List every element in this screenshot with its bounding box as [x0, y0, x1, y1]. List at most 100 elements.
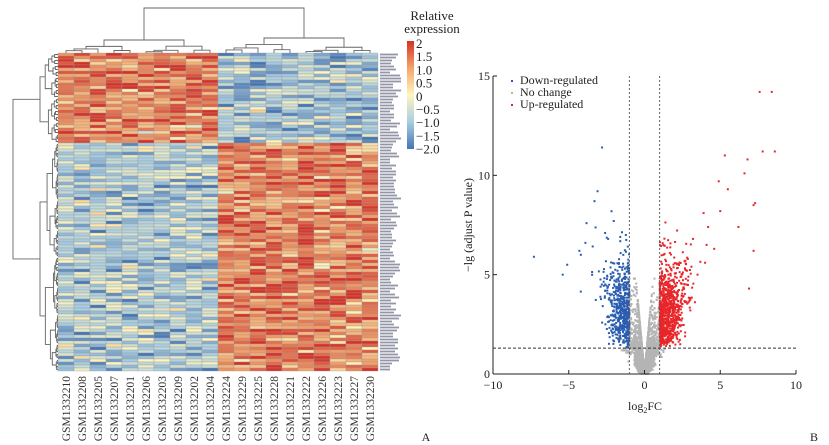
heatmap-cell [121, 355, 139, 360]
heatmap-cell [361, 232, 379, 237]
heatmap-cell [105, 121, 123, 126]
heatmap-cell [201, 142, 219, 147]
heatmap-cell [185, 262, 203, 267]
heatmap-cell [233, 73, 251, 78]
heatmap-cell [249, 85, 267, 90]
nochange-point [638, 355, 641, 358]
heatmap-cell [217, 61, 235, 66]
heatmap-cell [233, 250, 251, 255]
heatmap-cell [345, 127, 363, 132]
heatmap-cell [137, 172, 155, 177]
heatmap-cell [185, 205, 203, 210]
heatmap-cell [281, 208, 299, 213]
nochange-point [654, 317, 657, 320]
heatmap-cell [73, 145, 91, 150]
heatmap-cell [89, 247, 107, 252]
heatmap-cell [57, 112, 75, 117]
dendrogram-branch [56, 346, 58, 352]
heatmap-cell [153, 166, 171, 171]
heatmap-cell [73, 100, 91, 105]
heatmap-cell [121, 67, 139, 72]
nochange-point [655, 345, 658, 348]
heatmap-cell [313, 169, 331, 174]
heatmap-cell [153, 106, 171, 111]
heatmap-cell [265, 148, 283, 153]
heatmap-cell [121, 289, 139, 294]
heatmap-cell [329, 127, 347, 132]
heatmap-cell [249, 73, 267, 78]
gene-label [380, 137, 401, 140]
heatmap-cell [329, 121, 347, 126]
heatmap-cell [265, 280, 283, 285]
nochange-point [650, 344, 653, 347]
heatmap-cell [249, 319, 267, 324]
heatmap-cell [217, 361, 235, 366]
heatmap-cell [249, 52, 267, 57]
heatmap-cell [249, 136, 267, 141]
heatmap-cell [105, 313, 123, 318]
heatmap-cell [185, 106, 203, 111]
heatmap-cell [233, 352, 251, 357]
nochange-point [631, 311, 634, 314]
heatmap-cell [73, 238, 91, 243]
heatmap-cell [217, 229, 235, 234]
heatmap-cell [137, 346, 155, 351]
heatmap-cell [57, 136, 75, 141]
nochange-point [645, 357, 648, 360]
heatmap-cell [153, 193, 171, 198]
heatmap-cell [345, 226, 363, 231]
heatmap-cell [313, 97, 331, 102]
nochange-point [635, 327, 638, 330]
heatmap-cell [201, 274, 219, 279]
nochange-point [638, 328, 641, 331]
heatmap-cell [169, 250, 187, 255]
heatmap-cell [121, 148, 139, 153]
heatmap-cell [361, 184, 379, 189]
heatmap-cell [137, 109, 155, 114]
heatmap-cell [313, 106, 331, 111]
heatmap-cell [329, 109, 347, 114]
nochange-point [656, 336, 659, 339]
heatmap-cell [121, 304, 139, 309]
heatmap-cell [169, 319, 187, 324]
heatmap-cell [105, 247, 123, 252]
heatmap-cell [153, 124, 171, 129]
heatmap-cell [297, 328, 315, 333]
heatmap-cell [297, 97, 315, 102]
heatmap-cell [249, 355, 267, 360]
heatmap-cell [137, 127, 155, 132]
heatmap-cell [345, 61, 363, 66]
heatmap-cell [121, 145, 139, 150]
heatmap-cell [185, 196, 203, 201]
heatmap-cell [121, 283, 139, 288]
heatmap-cell [249, 274, 267, 279]
nochange-point [649, 349, 652, 352]
sample-label: GSM1332227 [349, 376, 361, 441]
nochange-point [627, 360, 630, 363]
heatmap-cell [121, 319, 139, 324]
gene-label [380, 80, 401, 83]
heatmap-cell [137, 115, 155, 120]
heatmap-cell [121, 238, 139, 243]
heatmap-cell [329, 157, 347, 162]
heatmap-cell [89, 55, 107, 60]
nochange-point [638, 366, 641, 369]
nochange-point [635, 361, 638, 364]
heatmap-cell [201, 286, 219, 291]
heatmap-cell [217, 334, 235, 339]
heatmap-cell [361, 109, 379, 114]
heatmap-cell [249, 175, 267, 180]
heatmap-cell [121, 76, 139, 81]
nochange-point [657, 320, 660, 323]
heatmap-cell [217, 181, 235, 186]
heatmap-cell [233, 88, 251, 93]
heatmap-cell [169, 331, 187, 336]
heatmap-cell [313, 325, 331, 330]
heatmap-cell [265, 76, 283, 81]
gene-label [380, 326, 399, 329]
heatmap-cell [345, 358, 363, 363]
heatmap-cell [201, 109, 219, 114]
heatmap-cell [265, 172, 283, 177]
panel-label-a: A [422, 430, 431, 444]
nochange-point [638, 343, 641, 346]
